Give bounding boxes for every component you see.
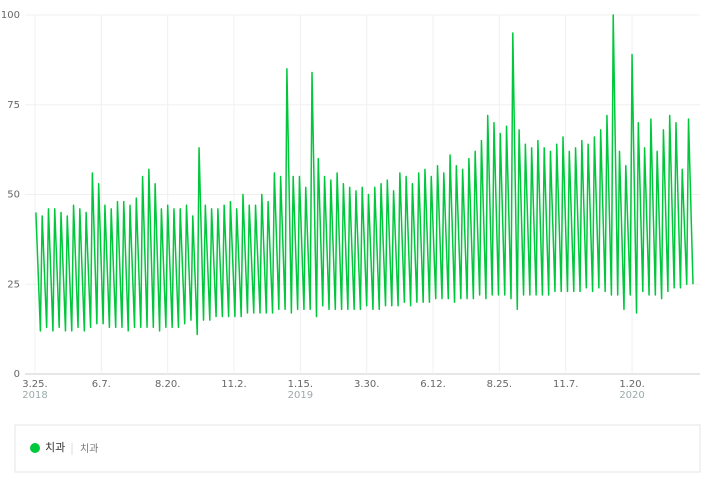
x-tick-label: 11.7. bbox=[553, 379, 578, 390]
x-tick-label: 1.15. bbox=[288, 379, 313, 390]
legend-marker bbox=[30, 443, 40, 453]
legend-box bbox=[14, 424, 701, 473]
x-tick-label: 3.30. bbox=[354, 379, 379, 390]
y-tick-label: 25 bbox=[7, 279, 20, 290]
x-year-label: 2020 bbox=[619, 390, 644, 401]
data-line bbox=[35, 14, 694, 336]
x-year-label: 2018 bbox=[22, 390, 47, 401]
x-tick-label: 11.2. bbox=[221, 379, 246, 390]
y-tick-label: 100 bbox=[1, 10, 20, 21]
x-tick-label: 6.7. bbox=[92, 379, 111, 390]
x-year-label: 2019 bbox=[288, 390, 313, 401]
y-tick-label: 0 bbox=[14, 369, 20, 380]
x-tick-label: 6.12. bbox=[420, 379, 445, 390]
x-tick-label: 8.20. bbox=[155, 379, 180, 390]
x-tick-label: 8.25. bbox=[487, 379, 512, 390]
x-tick-label: 3.25. bbox=[22, 379, 47, 390]
legend-sublabel: 치과 bbox=[80, 443, 98, 455]
y-tick-label: 50 bbox=[7, 190, 20, 201]
y-tick-label: 75 bbox=[7, 100, 20, 111]
x-tick-label: 1.20. bbox=[619, 379, 644, 390]
legend-label: 치과 bbox=[45, 441, 65, 454]
